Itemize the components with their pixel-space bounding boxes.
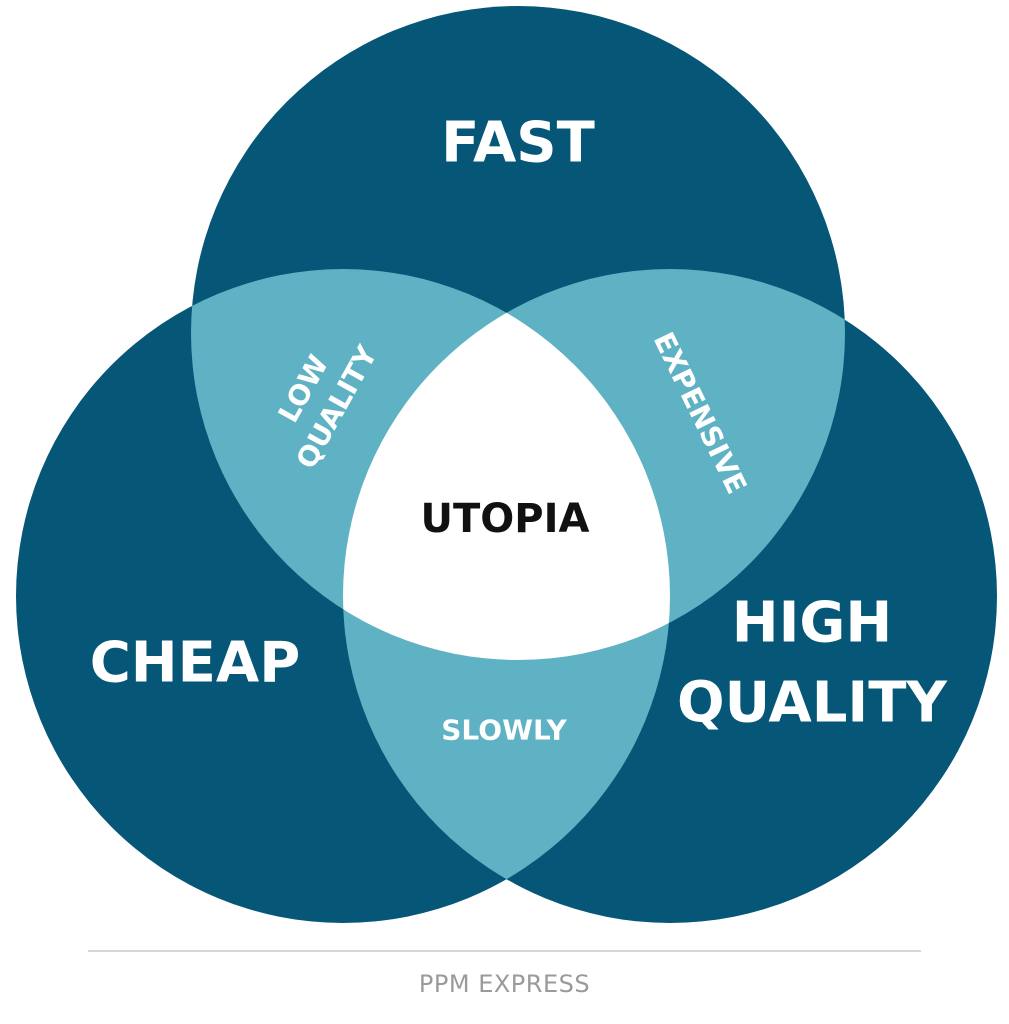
footer-brand: PPM EXPRESS [418, 970, 591, 998]
label-utopia: UTOPIA [421, 496, 590, 542]
label-high-quality-line1: HIGH [732, 591, 893, 656]
label-slowly: SLOWLY [441, 714, 567, 747]
label-high-quality-line2: QUALITY [677, 671, 948, 736]
label-cheap: CHEAP [90, 631, 301, 696]
overlap-center [343, 269, 670, 660]
footer-divider [88, 950, 921, 952]
label-fast: FAST [441, 111, 595, 176]
